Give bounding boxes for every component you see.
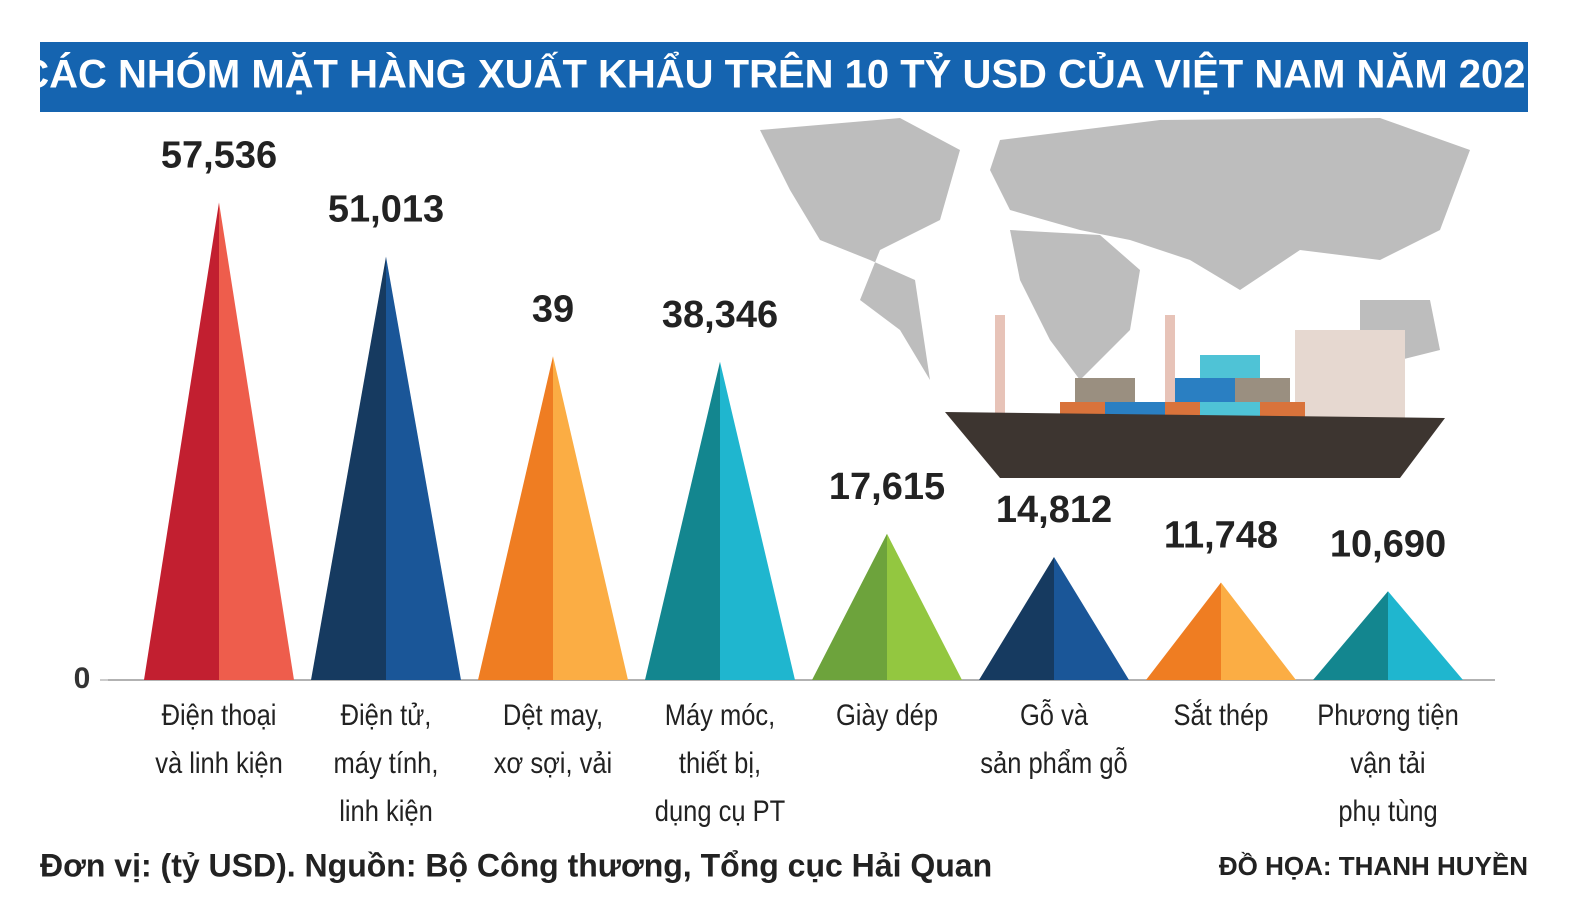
triangle-right — [1388, 591, 1463, 680]
triangle-right — [553, 356, 628, 680]
triangle-left — [1313, 591, 1388, 680]
value-label: 38,346 — [662, 294, 778, 336]
category-label: Giày dép — [835, 699, 939, 732]
value-label: 51,013 — [328, 189, 444, 231]
value-label: 11,748 — [1164, 515, 1278, 557]
credit: ĐỒ HỌA: THANH HUYỀN — [1219, 851, 1528, 881]
value-label: 17,615 — [829, 466, 945, 508]
category-label: Điện tử, máy tính, linh kiện — [333, 699, 439, 828]
triangle-right — [887, 533, 962, 680]
category-label: Gỗ và sản phẩm gỗ — [980, 699, 1128, 780]
value-label: 39 — [532, 288, 574, 330]
triangle-right — [386, 256, 461, 680]
triangle-left — [144, 202, 219, 680]
source-note: Đơn vị: (tỷ USD). Nguồn: Bộ Công thương,… — [40, 847, 992, 883]
triangle-right — [1054, 557, 1129, 680]
triangle-right — [1221, 582, 1296, 680]
category-label: Phương tiện vận tải phụ tùng — [1317, 699, 1459, 828]
triangle-right — [219, 202, 294, 680]
y-tick-label: 0 — [74, 662, 91, 695]
triangle-left — [311, 256, 386, 680]
chart-title: CÁC NHÓM MẶT HÀNG XUẤT KHẨU TRÊN 10 TỶ U… — [20, 50, 1548, 97]
category-label: Máy móc, thiết bị, dụng cụ PT — [654, 699, 786, 828]
triangle-left — [478, 356, 553, 680]
triangle-left — [812, 533, 887, 680]
category-label: Sắt thép — [1173, 699, 1269, 732]
value-label: 57,536 — [161, 134, 277, 176]
value-label: 10,690 — [1330, 523, 1446, 565]
title-bar — [40, 42, 1528, 112]
category-label: Điện thoại và linh kiện — [155, 699, 283, 780]
triangle-right — [720, 361, 795, 680]
ship — [945, 315, 1445, 478]
triangle-left — [645, 361, 720, 680]
triangle-left — [979, 557, 1054, 680]
category-label: Dệt may, xơ sợi, vải — [493, 699, 613, 780]
triangle-left — [1146, 582, 1221, 680]
value-label: 14,812 — [996, 489, 1112, 531]
